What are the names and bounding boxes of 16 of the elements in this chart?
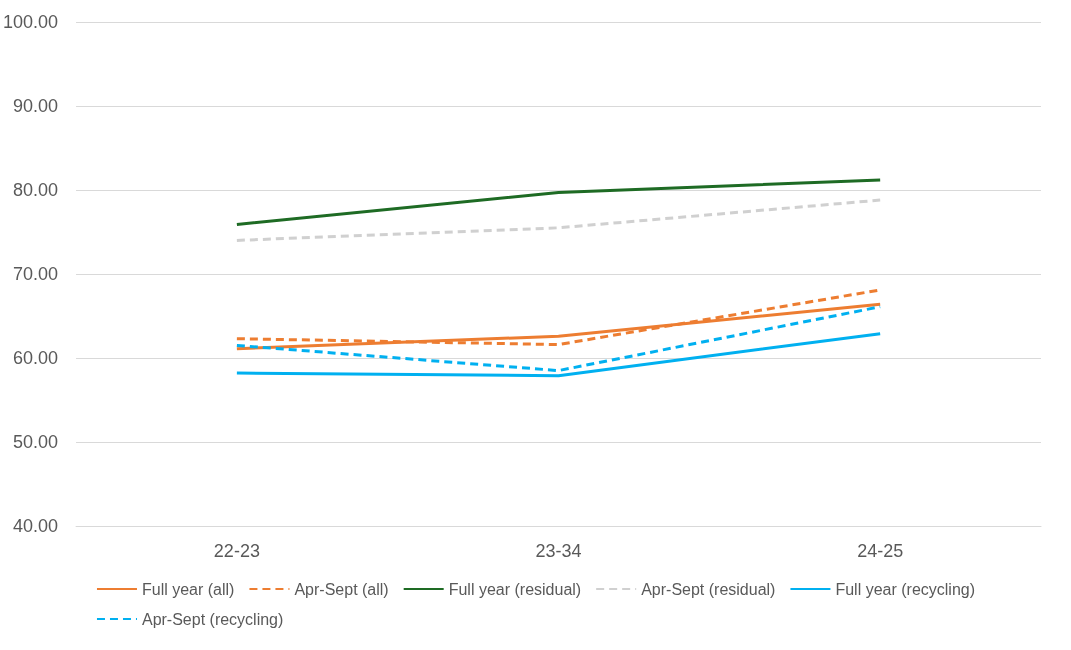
y-tick-label: 90.00 bbox=[13, 96, 59, 116]
legend-label: Full year (residual) bbox=[448, 580, 582, 598]
legend-label: Full year (recycling) bbox=[835, 580, 976, 598]
y-tick-label: 100.00 bbox=[2, 12, 59, 32]
x-tick-label: 24-25 bbox=[857, 541, 904, 561]
y-tick-label: 60.00 bbox=[13, 348, 59, 368]
y-tick-label: 50.00 bbox=[13, 432, 59, 452]
legend-label: Apr-Sept (residual) bbox=[641, 580, 776, 598]
legend-label: Apr-Sept (all) bbox=[294, 580, 389, 598]
x-tick-label: 22-23 bbox=[213, 541, 260, 561]
y-tick-label: 80.00 bbox=[13, 180, 59, 200]
y-tick-label: 40.00 bbox=[13, 516, 59, 536]
y-tick-label: 70.00 bbox=[13, 264, 59, 284]
legend-label: Full year (all) bbox=[141, 580, 235, 598]
legend-label: Apr-Sept (recycling) bbox=[141, 610, 284, 628]
x-tick-label: 23-34 bbox=[535, 541, 582, 561]
